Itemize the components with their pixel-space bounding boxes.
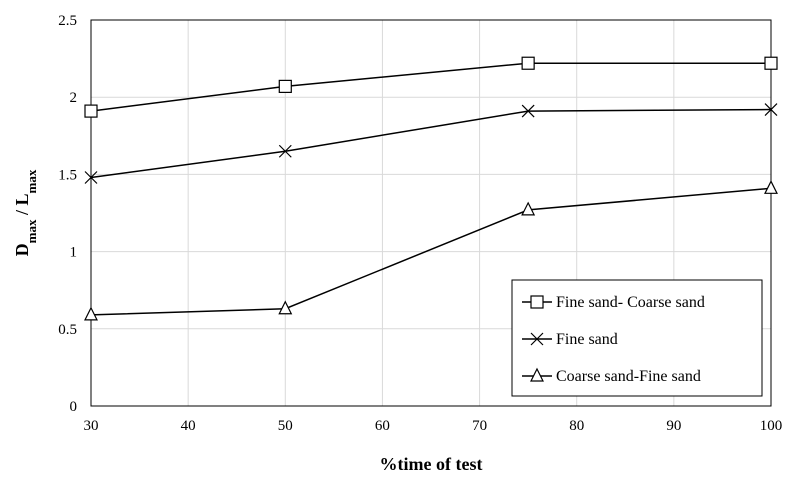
data-point-x [764,103,778,116]
y-tick-label: 1.5 [58,167,77,183]
legend-box [511,279,763,397]
y-tick-label: 2.5 [58,13,77,29]
y-tick-label: 2 [70,90,78,106]
legend: Fine sand- Coarse sand Fine sand Coarse sa… [511,279,763,397]
x-tick-label: 100 [760,418,783,434]
x-tick-label: 40 [181,418,196,434]
y-axis-title-d: D [12,243,32,256]
series-group [84,56,778,321]
x-tick-label: 50 [278,418,293,434]
legend-entry: Coarse sand-Fine sand [522,367,701,385]
x-axis-title: %time of test [380,454,483,474]
legend-label: Fine sand [556,331,618,348]
series-line [90,108,772,179]
y-tick-label: 0 [70,399,78,415]
series-line [90,187,772,316]
series-x [84,103,778,184]
series-triangle [84,179,778,321]
legend-marker-square [530,295,544,309]
x-tick-label: 70 [472,418,487,434]
data-point-triangle [84,306,98,321]
x-tick-label: 80 [569,418,584,434]
legend-entry: Fine sand- Coarse sand [522,294,705,311]
plot-area [90,19,772,407]
y-axis-title-l: L [12,193,32,205]
data-point-square [84,104,98,118]
data-point-triangle [278,300,293,315]
y-axis-title-sep: / [12,206,32,220]
legend-marker-x [530,332,544,346]
data-point-x [84,171,98,184]
y-axis-title-d-sub: max [24,219,39,243]
data-point-square [521,56,535,70]
legend-label: Fine sand- Coarse sand [556,294,705,311]
axis-ticks: 30 40 50 60 70 80 90 100 0 0.5 1 1.5 2 2.5 [58,13,782,434]
x-tick-label: 30 [84,418,99,434]
legend-label: Coarse sand-Fine sand [556,368,701,385]
y-axis-title: Dmax / Lmax [12,169,39,256]
data-point-triangle [521,201,536,216]
data-point-square [764,56,778,70]
series-line [90,62,771,112]
y-tick-label: 1 [70,245,78,261]
legend-marker-triangle [530,367,544,382]
series-square [84,56,778,118]
data-point-x [278,144,292,158]
y-axis-title-l-sub: max [24,169,39,193]
data-point-x [521,104,535,118]
x-tick-label: 60 [375,418,390,434]
data-point-triangle [764,179,778,194]
y-tick-label: 0.5 [58,322,77,338]
data-point-square [278,79,292,93]
x-tick-label: 90 [666,418,681,434]
legend-entry: Fine sand [522,331,618,348]
